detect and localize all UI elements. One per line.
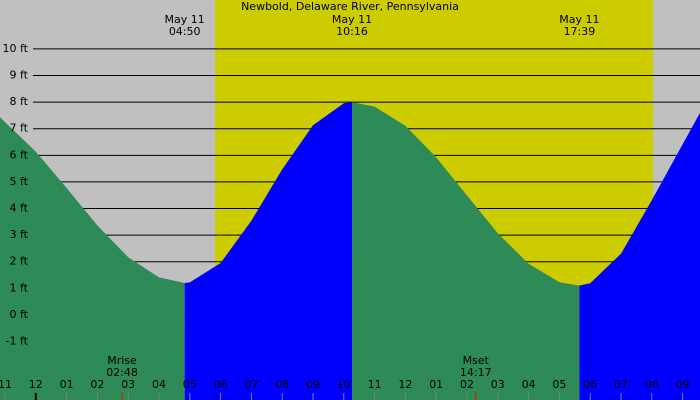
event-date: May 11 bbox=[332, 13, 372, 26]
x-tick-label: 05 bbox=[183, 378, 197, 391]
x-tick-label: 11 bbox=[368, 378, 382, 391]
x-tick-label: 05 bbox=[552, 378, 566, 391]
x-tick-label: 02 bbox=[460, 378, 474, 391]
tide-area bbox=[579, 112, 700, 400]
moon-label: Mrise bbox=[107, 354, 137, 367]
x-tick-label: 03 bbox=[121, 378, 135, 391]
event-date: May 11 bbox=[165, 13, 205, 26]
y-tick-label: 6 ft bbox=[10, 148, 29, 161]
x-tick-label: 07 bbox=[244, 378, 258, 391]
x-tick-label: 06 bbox=[214, 378, 228, 391]
y-tick-label: 9 ft bbox=[10, 69, 29, 82]
y-tick-label: 5 ft bbox=[10, 175, 29, 188]
x-tick-label: 02 bbox=[90, 378, 104, 391]
tide-area bbox=[184, 102, 353, 400]
x-tick-label: 10 bbox=[337, 378, 351, 391]
y-tick-label: 0 ft bbox=[10, 308, 29, 321]
y-tick-label: 8 ft bbox=[10, 95, 29, 108]
x-tick-label: 09 bbox=[676, 378, 690, 391]
y-tick-label: 10 ft bbox=[3, 42, 29, 55]
x-tick-label: 04 bbox=[152, 378, 166, 391]
x-tick-label: 07 bbox=[614, 378, 628, 391]
x-tick-label: 11 bbox=[0, 378, 12, 391]
x-tick-label: 04 bbox=[522, 378, 536, 391]
tide-area bbox=[0, 117, 185, 400]
y-tick-label: 1 ft bbox=[10, 281, 29, 294]
event-time: 04:50 bbox=[169, 25, 201, 38]
x-tick-label: 12 bbox=[398, 378, 412, 391]
x-tick-label: 03 bbox=[491, 378, 505, 391]
y-tick-label: 3 ft bbox=[10, 228, 29, 241]
moon-label: Mset bbox=[463, 354, 490, 367]
x-tick-label: 06 bbox=[583, 378, 597, 391]
moon-time: 14:17 bbox=[460, 366, 492, 379]
event-time: 10:16 bbox=[336, 25, 368, 38]
event-date: May 11 bbox=[559, 13, 599, 26]
y-tick-label: 7 ft bbox=[10, 122, 29, 135]
moon-time: 02:48 bbox=[106, 366, 138, 379]
y-tick-label: 4 ft bbox=[10, 202, 29, 215]
x-tick-label: 01 bbox=[60, 378, 74, 391]
x-tick-label: 08 bbox=[645, 378, 659, 391]
y-tick-label: 2 ft bbox=[10, 255, 29, 268]
x-tick-label: 09 bbox=[306, 378, 320, 391]
tide-area bbox=[352, 102, 580, 400]
x-tick-label: 08 bbox=[275, 378, 289, 391]
chart-title: Newbold, Delaware River, Pennsylvania bbox=[241, 0, 459, 13]
x-tick-label: 12 bbox=[29, 378, 43, 391]
x-tick-label: 01 bbox=[429, 378, 443, 391]
event-time: 17:39 bbox=[564, 25, 596, 38]
y-tick-label: -1 ft bbox=[6, 334, 29, 347]
